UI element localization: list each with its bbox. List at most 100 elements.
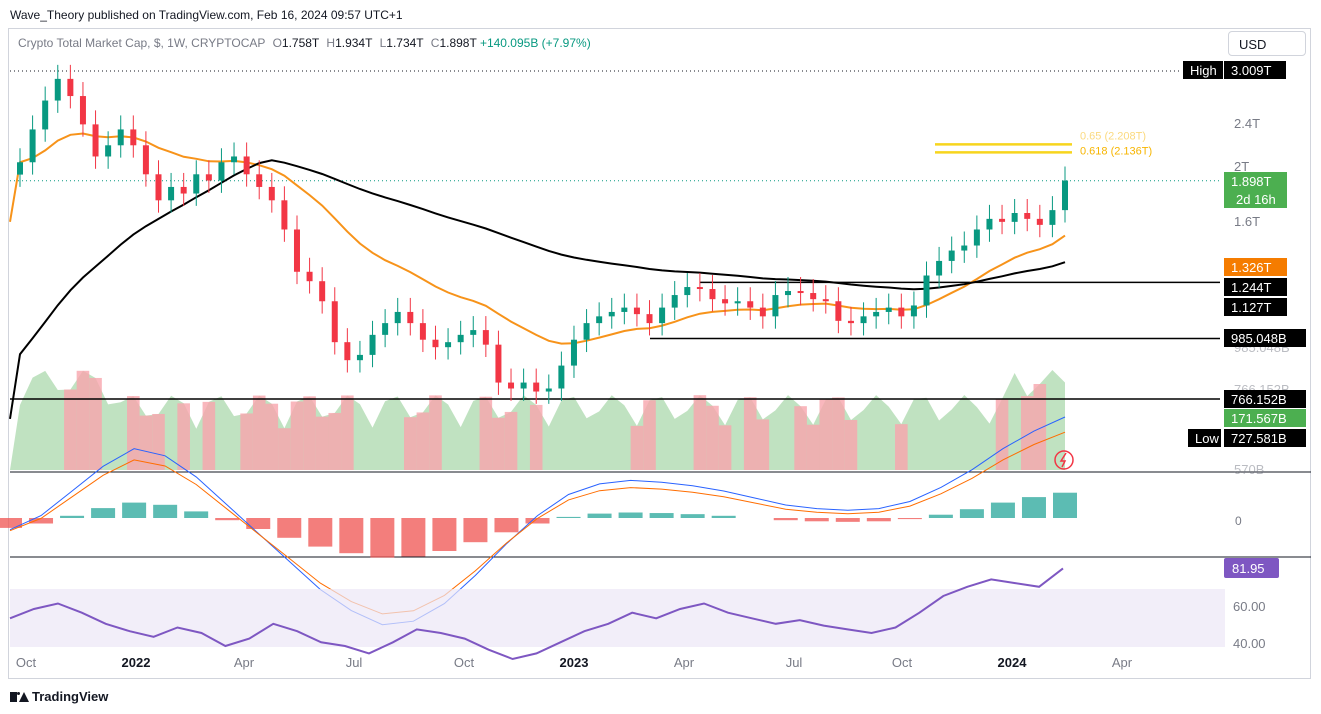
volume-down-bar xyxy=(1033,384,1047,470)
macd-histogram-bar xyxy=(990,502,1015,518)
rsi-line xyxy=(9,567,1064,661)
candle xyxy=(394,311,401,324)
macd-histogram-bar xyxy=(153,504,178,518)
badge-level-985: 985.048B xyxy=(1224,329,1306,347)
macd-histogram-bar xyxy=(773,518,798,521)
high-key: H xyxy=(326,36,336,50)
volume-down-bar xyxy=(743,397,757,470)
high-value: 1.934T xyxy=(335,36,373,50)
badge-last-price-extra-box xyxy=(1224,190,1287,208)
macd-histogram-bar xyxy=(897,518,922,520)
candle xyxy=(797,291,804,294)
candle xyxy=(696,287,703,290)
macd-histogram-bar xyxy=(463,518,488,543)
macd-histogram-bar xyxy=(91,508,116,518)
macd-histogram-bar xyxy=(587,513,612,518)
badge-ema50-value: 1.326T xyxy=(1231,260,1272,275)
close-value: 1.898T xyxy=(439,36,477,50)
candle xyxy=(495,344,502,383)
candle xyxy=(508,382,515,389)
candle xyxy=(79,96,86,125)
candle xyxy=(205,174,212,181)
macd-histogram-bar xyxy=(401,518,426,557)
candle xyxy=(331,301,338,343)
candle xyxy=(67,78,74,97)
candle xyxy=(54,78,61,101)
macd-histogram-bar xyxy=(215,518,240,521)
candle xyxy=(860,316,867,324)
macd-signal-line xyxy=(9,431,1066,615)
y-axis-tick: 2.4T xyxy=(1234,116,1260,131)
currency-button[interactable]: USD xyxy=(1228,31,1306,56)
candle xyxy=(873,311,880,317)
volume-down-bar xyxy=(806,424,820,470)
x-axis-label: 2024 xyxy=(998,655,1028,670)
candle xyxy=(17,162,23,175)
volume-down-bar xyxy=(693,395,707,470)
volume-down-bar xyxy=(630,425,644,470)
volume-down-bar xyxy=(76,370,90,470)
candle xyxy=(470,330,477,335)
candle xyxy=(457,334,464,343)
volume-down-bar xyxy=(89,377,102,470)
candle xyxy=(659,307,666,324)
volume-down-bar xyxy=(529,404,543,470)
candle xyxy=(281,200,288,230)
candle xyxy=(722,299,729,304)
candle xyxy=(445,342,452,348)
tradingview-logo[interactable]: TradingView xyxy=(10,689,108,704)
macd-histogram-bar xyxy=(680,514,705,518)
volume-down-bar xyxy=(995,399,1009,470)
candle xyxy=(747,301,754,308)
candle xyxy=(986,218,993,230)
candle xyxy=(898,307,905,317)
candle xyxy=(1062,180,1068,211)
publisher-line: Wave_Theory published on TradingView.com… xyxy=(10,8,403,22)
candle xyxy=(369,334,376,355)
macd-histogram-bar xyxy=(928,514,953,518)
chart-frame xyxy=(8,28,1311,679)
badge-level-766-value: 766.152B xyxy=(1231,392,1287,407)
badge-ema50: 1.326T xyxy=(1224,258,1287,276)
badge-low-label-box xyxy=(1188,429,1221,447)
macd-histogram-bar xyxy=(618,512,643,518)
candle xyxy=(671,295,678,308)
candle xyxy=(256,174,263,187)
macd-histogram-bar xyxy=(525,518,550,524)
candle xyxy=(684,287,691,296)
candle xyxy=(432,339,439,348)
badge-high-value: 3.009T xyxy=(1231,63,1272,78)
candle xyxy=(885,307,892,312)
candle xyxy=(646,314,653,324)
volume-down-bar xyxy=(202,401,216,470)
macd-histogram-bar xyxy=(1053,492,1077,518)
macd-histogram-bar xyxy=(308,518,333,547)
badge-level-1244: 1.244T xyxy=(1224,278,1287,296)
volume-down-bar xyxy=(240,413,253,470)
badge-high-label-box xyxy=(1183,61,1223,79)
volume-down-bar xyxy=(429,395,442,470)
macd-histogram-bar xyxy=(122,502,147,518)
rsi-tick-60: 60.00 xyxy=(1233,599,1266,614)
candle xyxy=(231,156,238,163)
fib-label-1: 0.618 (2.136T) xyxy=(1080,145,1152,157)
badge-level-985-value: 985.048B xyxy=(1231,331,1287,346)
volume-down-bar xyxy=(492,417,505,470)
x-axis-label: 2023 xyxy=(560,655,589,670)
tradingview-logo-icon xyxy=(10,691,29,702)
candle xyxy=(293,229,300,272)
volume-down-bar xyxy=(252,395,266,470)
rsi-last-value-badge xyxy=(1224,558,1279,578)
badge-level-1244-value: 1.244T xyxy=(1231,280,1272,295)
candle xyxy=(608,311,615,317)
macd-histogram-bar xyxy=(246,518,271,529)
candle xyxy=(130,129,137,146)
macd-histogram-bar xyxy=(1021,497,1046,518)
badge-low-label: Low xyxy=(1195,431,1219,446)
macd-histogram-bar xyxy=(494,518,519,533)
candle xyxy=(1049,210,1056,225)
symbol-name[interactable]: Crypto Total Market Cap, $, 1W, CRYPTOCA… xyxy=(18,36,266,50)
badge-level-1244-box xyxy=(1224,278,1287,296)
candle xyxy=(948,250,955,261)
